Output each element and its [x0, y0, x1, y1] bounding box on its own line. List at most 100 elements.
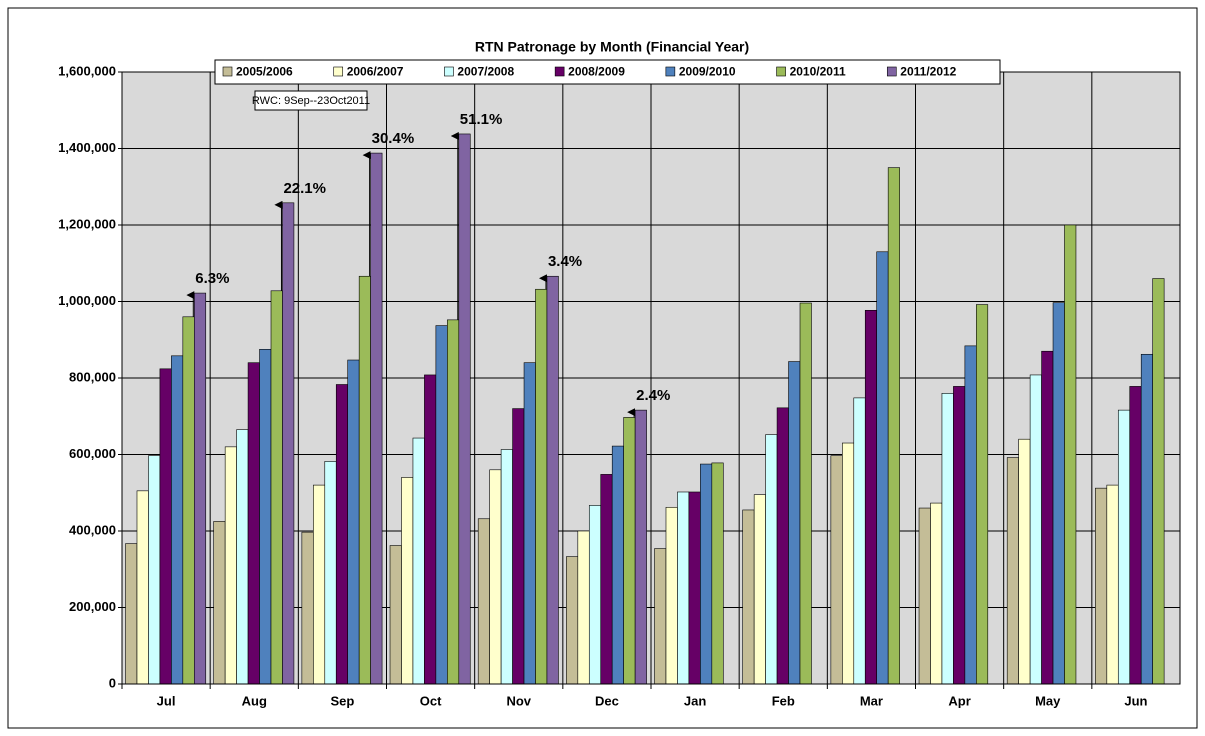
bar [159, 368, 172, 685]
bar [500, 449, 513, 685]
note-box [254, 90, 368, 111]
bar [753, 494, 766, 685]
bar [776, 407, 789, 685]
bar [259, 349, 272, 685]
y-tick-label: 0 [109, 675, 116, 690]
bar [677, 491, 690, 685]
bar [654, 548, 667, 685]
legend-swatch [665, 66, 676, 77]
bar [953, 386, 966, 685]
annotation: 3.4% [548, 253, 582, 270]
bar [125, 543, 138, 685]
x-tick-label: Apr [948, 693, 970, 708]
x-tick-label: Feb [772, 693, 795, 708]
bar [148, 455, 161, 685]
bar [577, 530, 590, 685]
x-tick-label: Oct [420, 693, 442, 708]
bar [523, 362, 536, 685]
bar [842, 442, 855, 685]
bar [623, 417, 636, 685]
bar [876, 251, 889, 685]
bar [1018, 438, 1031, 685]
legend-label: 2011/2012 [900, 65, 956, 79]
bar [435, 325, 448, 685]
bar [611, 445, 624, 685]
bar [489, 469, 502, 685]
bar [247, 362, 260, 685]
bar [1095, 487, 1108, 685]
bar [742, 509, 755, 685]
bar [688, 491, 701, 685]
bar [1140, 353, 1153, 685]
note: RWC: 9Sep--23Oct2011 [252, 95, 370, 107]
x-tick-label: Jan [684, 693, 706, 708]
bar [930, 502, 943, 685]
bar [788, 361, 801, 685]
bar [588, 505, 602, 685]
bar [1006, 457, 1019, 685]
x-tick-label: May [1035, 693, 1061, 708]
annotation: 2.4% [636, 387, 670, 404]
bar [830, 455, 843, 685]
bar [700, 463, 713, 685]
legend-box [214, 59, 1001, 85]
bar [171, 355, 184, 685]
legend-swatch [554, 66, 565, 77]
y-tick-label: 200,000 [69, 599, 116, 614]
bar [401, 477, 414, 685]
y-tick-label: 1,200,000 [58, 216, 116, 231]
y-tick-label: 800,000 [69, 369, 116, 384]
bar [864, 309, 878, 685]
bar [1029, 374, 1042, 685]
y-tick-label: 1,000,000 [58, 293, 116, 308]
bar [324, 461, 337, 685]
chart-title: RTN Patronage by Month (Financial Year) [475, 39, 749, 55]
bar [136, 490, 149, 685]
bar [1152, 278, 1165, 685]
annotation: 30.4% [372, 130, 415, 147]
annotation: 51.1% [460, 111, 503, 128]
legend-label: 2007/2008 [457, 65, 514, 79]
x-tick-label: Jun [1124, 693, 1147, 708]
legend-swatch [222, 66, 233, 77]
bar [799, 302, 812, 685]
bar [546, 275, 559, 685]
bar [1052, 302, 1065, 685]
x-tick-label: Sep [330, 693, 354, 708]
x-tick-label: Mar [860, 693, 883, 708]
bar [224, 446, 237, 685]
bar [665, 506, 678, 685]
legend-label: 2009/2010 [679, 65, 736, 79]
bar [447, 319, 460, 685]
bar [313, 484, 326, 685]
legend-swatch [776, 66, 786, 77]
bar [1117, 409, 1131, 685]
x-tick-label: Aug [242, 693, 267, 708]
bar [335, 384, 349, 685]
bar [976, 304, 989, 685]
bar [412, 437, 425, 685]
bar [270, 290, 283, 685]
legend-swatch [333, 66, 344, 77]
legend-label: 2006/2007 [347, 65, 404, 79]
bar [600, 474, 613, 685]
bar [301, 531, 314, 685]
bar [477, 518, 490, 685]
bar [634, 409, 647, 685]
bar [535, 288, 548, 685]
annotation: 6.3% [195, 270, 229, 287]
y-tick-label: 1,600,000 [58, 63, 116, 78]
y-tick-label: 1,400,000 [58, 140, 116, 155]
bar [182, 316, 195, 685]
legend-label: 2008/2009 [568, 65, 625, 79]
legend-label: 2010/2011 [790, 65, 846, 79]
bar [964, 345, 977, 685]
y-tick-label: 400,000 [69, 522, 116, 537]
x-tick-label: Nov [506, 693, 531, 708]
x-tick-label: Dec [595, 693, 619, 708]
bar [193, 292, 207, 685]
bar [1041, 350, 1054, 685]
annotation: 22.1% [283, 180, 326, 197]
bar [512, 408, 525, 685]
